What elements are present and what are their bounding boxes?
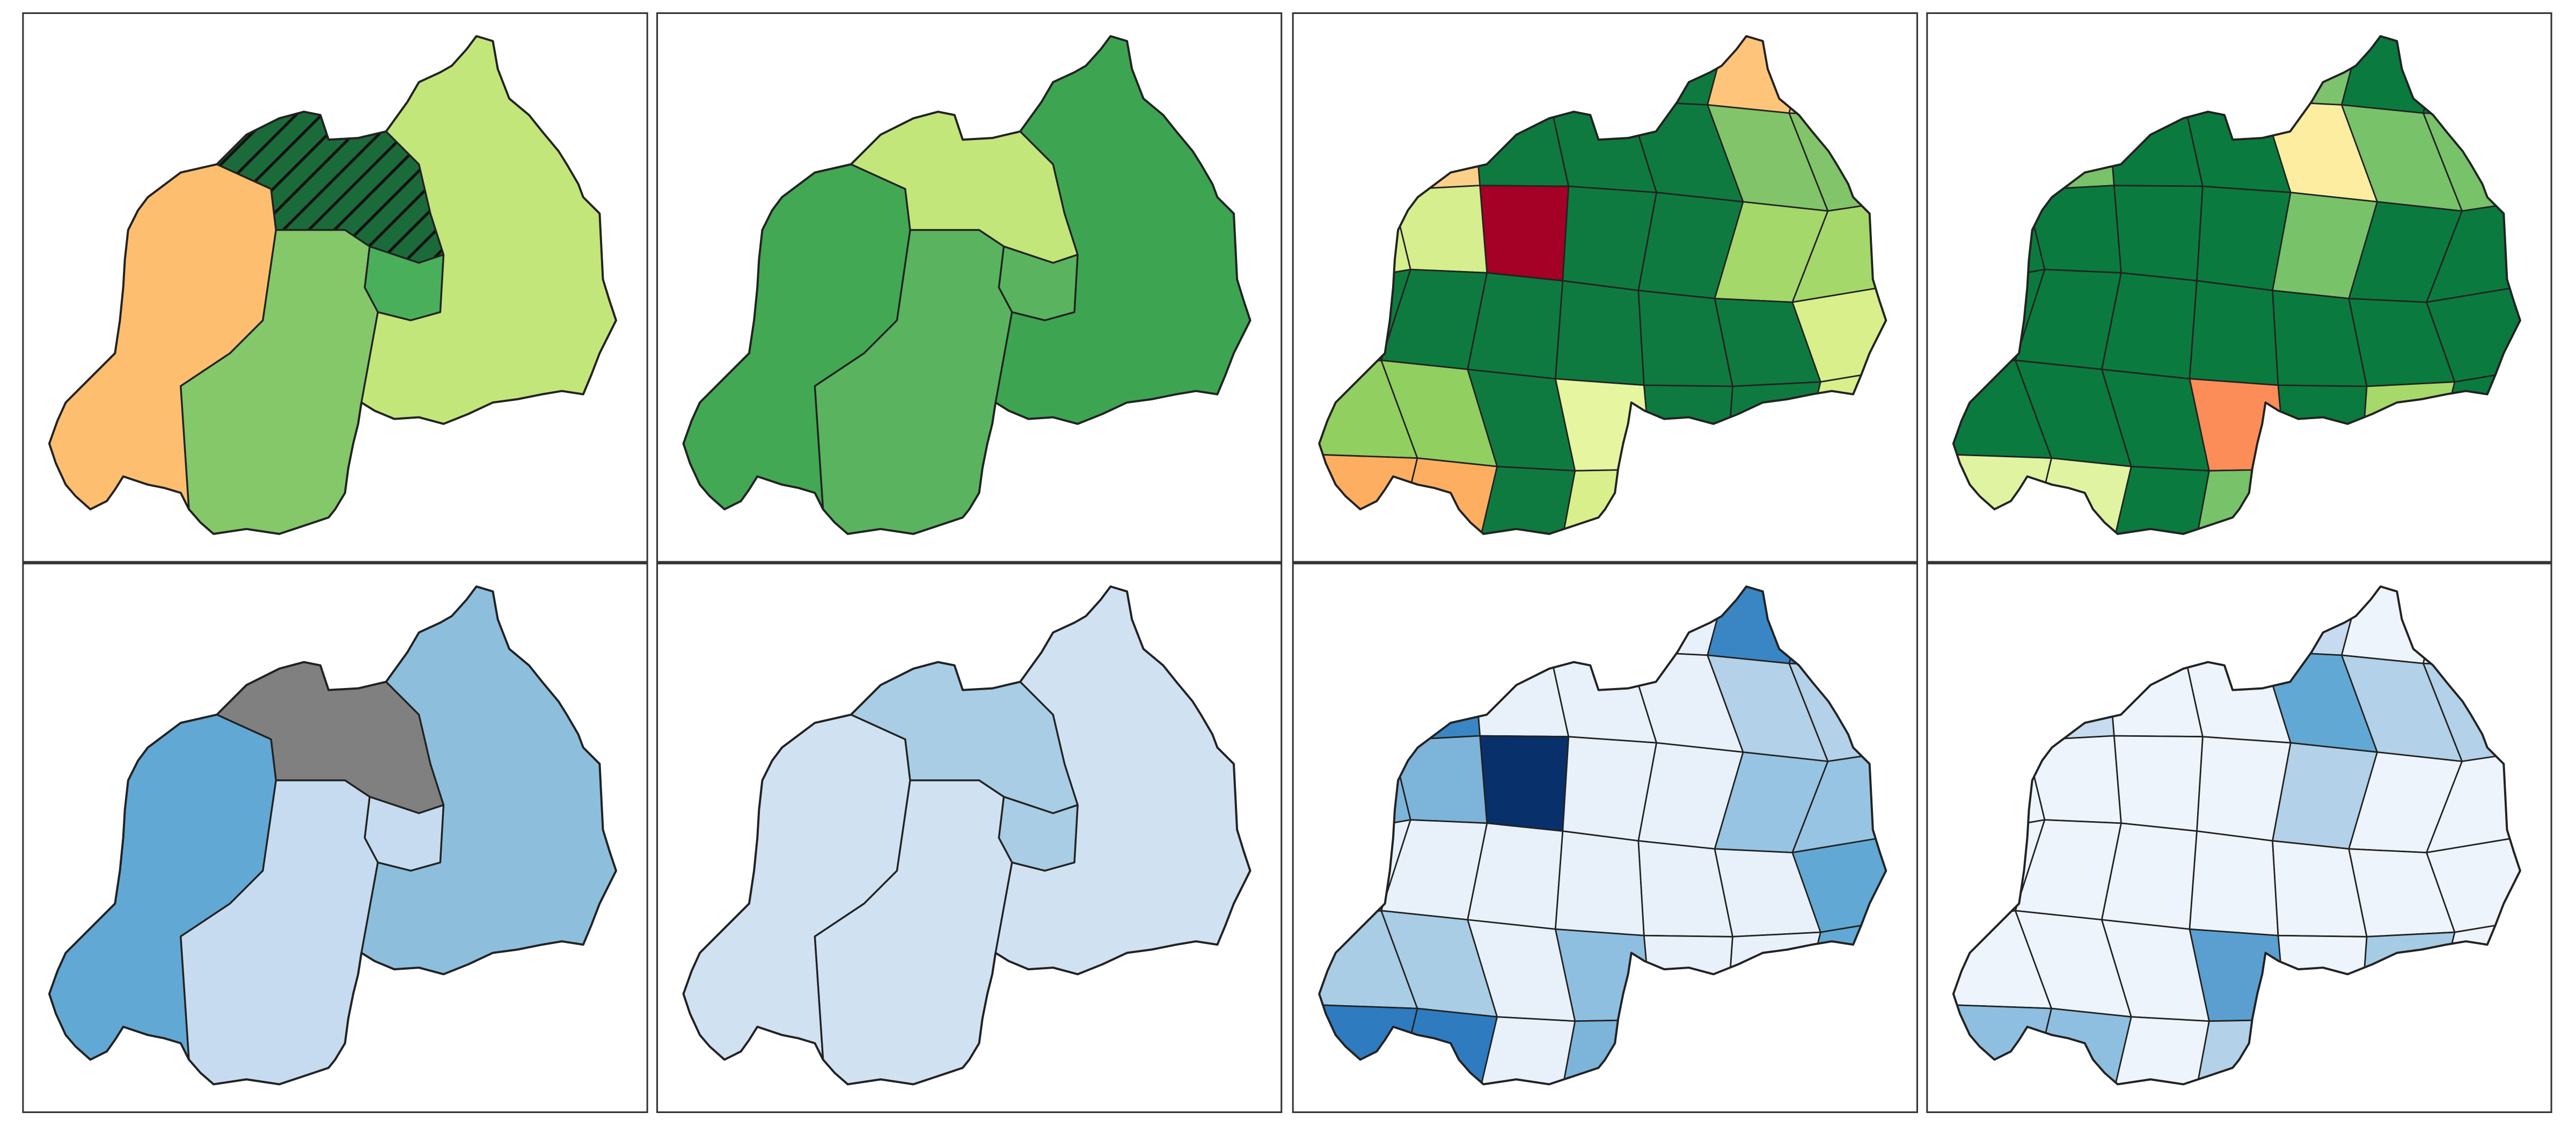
district — [1479, 465, 1576, 534]
district — [2189, 280, 2279, 386]
district — [2113, 1016, 2210, 1085]
map-panel — [682, 35, 1252, 535]
country-outline — [682, 35, 1252, 535]
district — [2113, 735, 2204, 832]
country-outline — [48, 585, 617, 1086]
country-outline — [682, 585, 1252, 1086]
map-panel — [48, 35, 617, 535]
district — [2113, 465, 2210, 534]
country-outline — [1318, 35, 1887, 535]
district — [2113, 185, 2204, 282]
map-panel — [48, 585, 617, 1086]
country-outline — [1318, 585, 1887, 1086]
district — [1479, 185, 1570, 282]
district — [1791, 285, 1886, 383]
district — [1554, 280, 1645, 386]
country-outline — [1952, 35, 2521, 535]
district — [2426, 835, 2520, 933]
district — [2426, 285, 2520, 383]
district — [1479, 1016, 1576, 1085]
district — [1554, 830, 1645, 936]
district — [1791, 835, 1886, 933]
district — [2189, 830, 2279, 936]
country-outline — [1952, 585, 2521, 1086]
district — [1479, 735, 1570, 832]
country-outline — [48, 35, 617, 535]
map-panel — [682, 585, 1252, 1086]
